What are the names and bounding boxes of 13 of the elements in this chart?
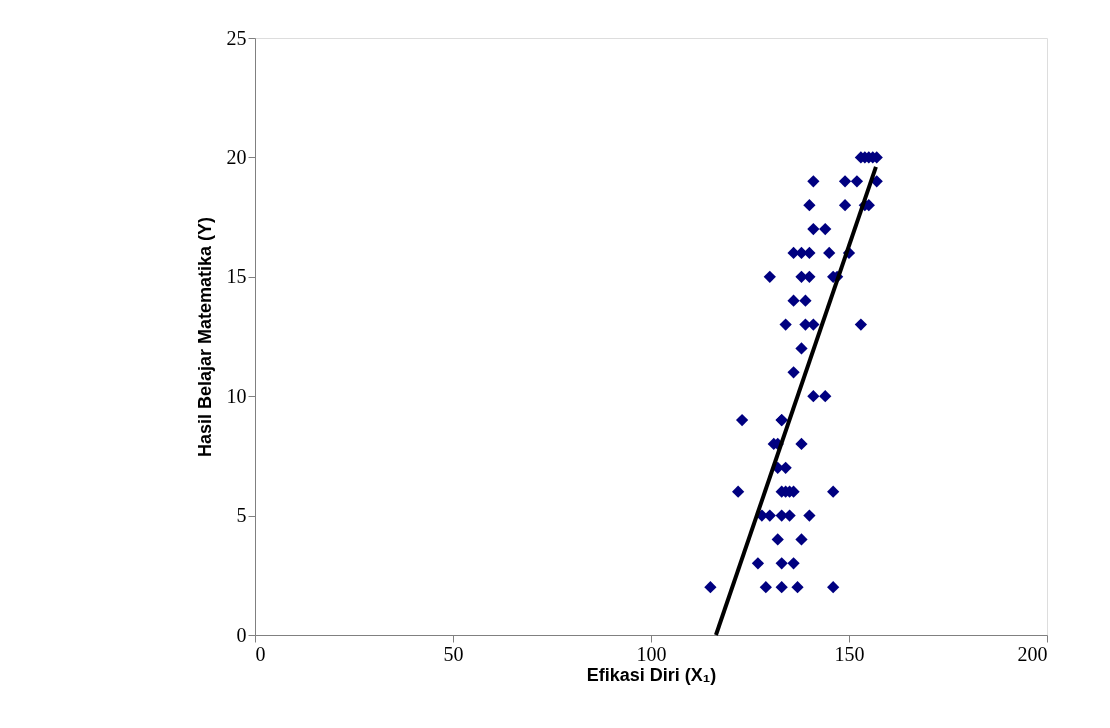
x-tick-label: 0 — [255, 642, 266, 665]
y-tick-label: 15 — [226, 265, 247, 288]
x-tick-label: 150 — [834, 642, 865, 665]
y-tick-label: 0 — [236, 623, 247, 646]
y-tick-label: 25 — [226, 26, 247, 49]
y-tick-label: 10 — [226, 384, 247, 407]
y-tick-label: 5 — [236, 504, 247, 527]
x-tick-label: 50 — [443, 642, 464, 665]
y-tick-label: 20 — [226, 145, 247, 168]
x-axis-title: Efikasi Diri (X₁) — [586, 664, 717, 685]
x-tick-label: 100 — [636, 642, 667, 665]
y-axis-title: Hasil Belajar Matematika (Y) — [194, 216, 215, 458]
x-tick-label: 200 — [1017, 642, 1048, 665]
